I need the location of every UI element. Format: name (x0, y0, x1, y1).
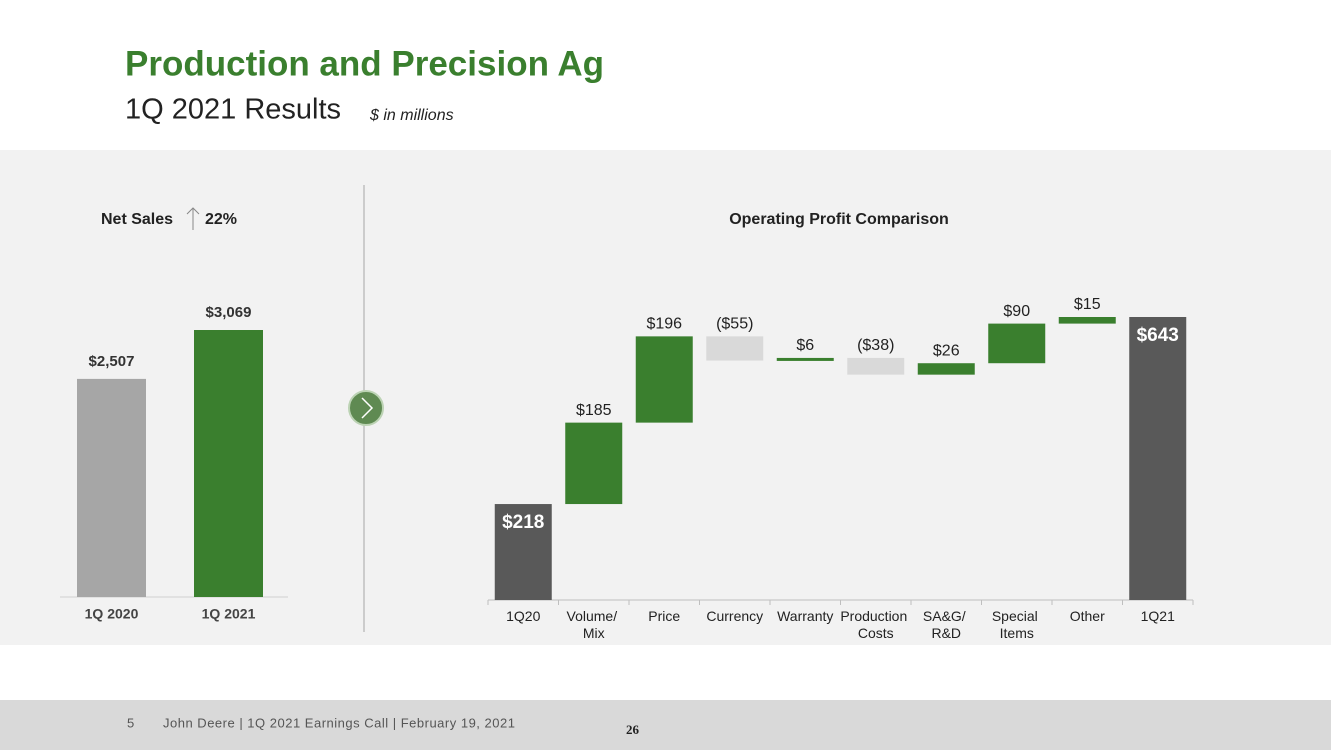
chart-title: Net Sales (101, 211, 173, 228)
x-tick-label: Volume/ Mix (567, 608, 621, 641)
bar (194, 330, 263, 597)
bar (635, 336, 693, 423)
x-tick-label: 1Q 2021 (202, 606, 256, 622)
bar (77, 378, 146, 597)
bar (776, 357, 834, 361)
value-label: $196 (646, 316, 682, 333)
x-tick-label: Price (648, 608, 680, 624)
chart-title: Operating Profit Comparison (729, 211, 949, 228)
bar (706, 336, 764, 361)
value-label: $15 (1074, 296, 1101, 313)
value-label: $643 (1137, 325, 1179, 346)
footer-text: John Deere | 1Q 2021 Earnings Call | Feb… (163, 715, 515, 730)
value-label: $6 (796, 337, 814, 354)
arrow-button (348, 390, 384, 426)
value-label: $26 (933, 342, 960, 359)
value-label: $185 (576, 402, 612, 419)
bar (494, 504, 552, 600)
arrow-icon (361, 397, 374, 419)
value-label: $218 (502, 512, 544, 533)
bar (565, 422, 623, 505)
footer-band (0, 700, 1331, 750)
up-arrow-head (186, 207, 200, 215)
value-label: $2,507 (89, 353, 135, 370)
bar (1129, 317, 1187, 600)
x-tick-label: Production Costs (840, 608, 911, 641)
value-label: $90 (1003, 303, 1030, 320)
page-number: 5 (127, 715, 134, 730)
x-tick-label: 1Q21 (1141, 608, 1175, 624)
x-tick-label: Warranty (777, 608, 833, 624)
x-tick-label: SA&G/ R&D (923, 608, 970, 641)
x-tick-label: Other (1070, 608, 1105, 624)
x-tick-label: Special Items (992, 608, 1042, 641)
slide-number: 26 (626, 722, 640, 737)
bar (988, 323, 1046, 364)
change: 22% (205, 211, 237, 228)
bar (847, 357, 905, 375)
bar (917, 363, 975, 375)
value-label: ($55) (716, 316, 753, 333)
units: $ in millions (369, 107, 454, 124)
x-tick-label: Currency (706, 608, 763, 624)
value-label: $3,069 (206, 304, 252, 321)
title: Production and Precision Ag (125, 44, 604, 83)
bar (1058, 317, 1116, 324)
subtitle: 1Q 2021 Results (125, 94, 341, 126)
x-tick-label: 1Q20 (506, 608, 540, 624)
value-label: ($38) (857, 337, 894, 354)
x-tick-label: 1Q 2020 (85, 606, 139, 622)
